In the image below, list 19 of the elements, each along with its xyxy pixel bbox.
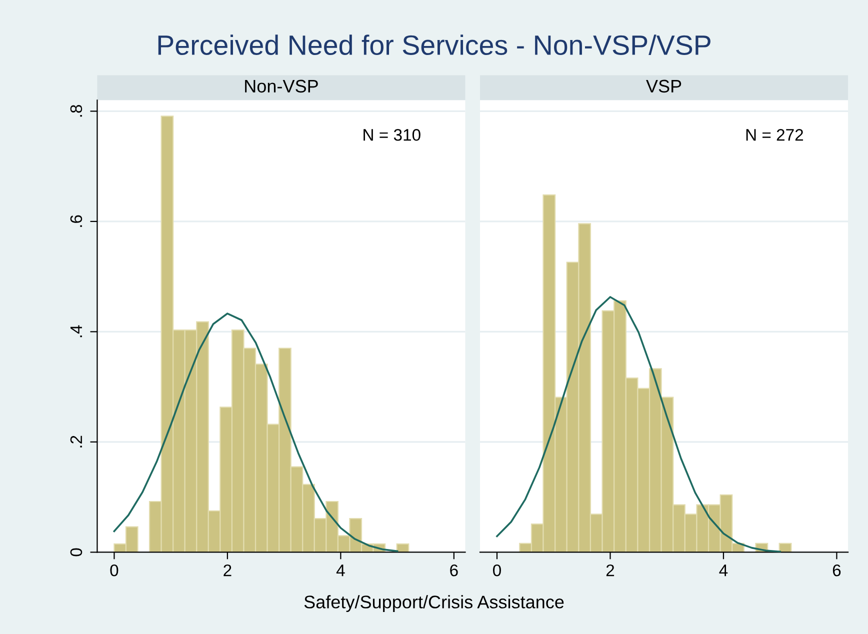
x-tick-label: 0: [493, 564, 501, 576]
y-tick-label: .8: [70, 104, 82, 117]
x-axis-title: Safety/Support/Crisis Assistance: [304, 595, 564, 612]
annotation: N = 272: [746, 129, 804, 141]
annotation: N = 310: [364, 129, 420, 141]
x-tick-label: 2: [606, 564, 614, 576]
x-tick-label: 4: [336, 564, 345, 576]
x-tick-label: 0: [110, 564, 118, 576]
x-tick-label: 6: [450, 564, 458, 576]
y-tick-label: .4: [70, 325, 82, 338]
x-tick-label: 4: [719, 564, 728, 576]
x-tick-label: 2: [224, 564, 232, 576]
y-tick-label: .6: [70, 215, 82, 227]
chart-subtitle: Non-VSP: [245, 80, 318, 93]
chart-subtitle: VSP: [646, 80, 682, 93]
x-tick-label: 6: [832, 564, 841, 576]
y-tick-label: .2: [70, 436, 82, 448]
chart-title: Perceived Need for Services - Non-VSP/VSP: [158, 34, 710, 56]
y-tick-label: 0: [70, 548, 82, 556]
